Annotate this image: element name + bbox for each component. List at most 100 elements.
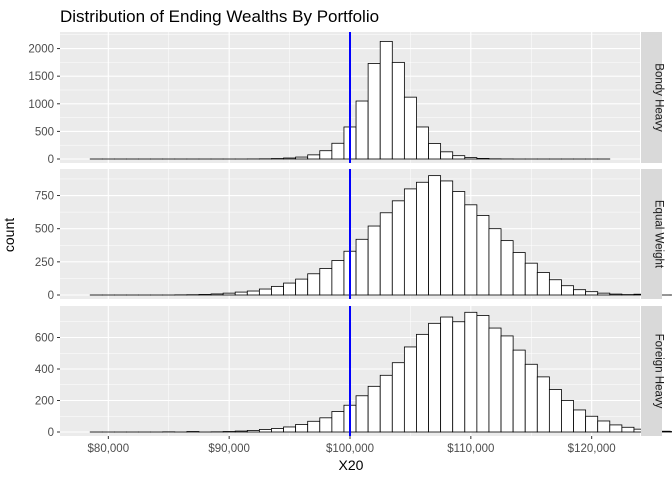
histogram-bar [296, 424, 308, 432]
facet-panel: 0 500 1000 1500 2000 Bondy Heavy [28, 32, 664, 166]
histogram-bar [332, 261, 344, 295]
facet-panel: 0 200 400 600 Foreign Heavy [35, 306, 672, 439]
histogram-bar [501, 241, 513, 295]
histogram-bar [610, 425, 622, 432]
histogram-bar [477, 158, 489, 159]
x-axis: $80,000 $90,000 $100,000 $110,000 $120,000 [88, 436, 616, 455]
histogram-bar [525, 364, 537, 432]
histogram-bar [429, 176, 441, 295]
histogram-bar [380, 41, 392, 159]
histogram-bar [489, 229, 501, 295]
facet-strip-label: Foreign Heavy [653, 334, 665, 409]
histogram-bar [356, 239, 368, 295]
x-axis-label: X20 [339, 457, 364, 473]
histogram-bar [598, 421, 610, 432]
histogram-bar [211, 294, 223, 295]
y-axis-label: count [1, 218, 17, 252]
histogram-bar [392, 363, 404, 432]
histogram-bar [308, 155, 320, 159]
histogram-bar [416, 334, 428, 432]
histogram-bar [296, 157, 308, 159]
y-tick-label: 0 [48, 427, 54, 439]
facet-strip-label: Equal Weight [653, 200, 665, 269]
histogram-bar [271, 429, 283, 432]
histogram-bar [598, 293, 610, 295]
histogram-bar [404, 189, 416, 295]
histogram-bar [320, 268, 332, 295]
histogram-bar [537, 377, 549, 432]
histogram-bar [537, 272, 549, 295]
histogram-bar [223, 293, 235, 295]
histogram-bar [308, 421, 320, 432]
histogram-bar [284, 158, 296, 159]
histogram-bar [574, 410, 586, 432]
x-tick-label: $110,000 [447, 443, 494, 455]
y-tick-label: 600 [35, 333, 54, 345]
x-tick-label: $80,000 [88, 443, 130, 455]
histogram-bar [235, 431, 247, 432]
histogram-bar [368, 226, 380, 295]
x-tick-label: $120,000 [568, 443, 616, 455]
histogram-bar [332, 143, 344, 159]
histogram-bar [441, 152, 453, 159]
histogram-bar [477, 315, 489, 432]
histogram-bar [284, 283, 296, 295]
histogram-bar [465, 312, 477, 432]
histogram-bar [561, 401, 573, 433]
histogram-bar [380, 213, 392, 295]
histogram-bar [465, 205, 477, 295]
histogram-bar [586, 416, 598, 432]
histogram-bar [235, 292, 247, 295]
facet-strip-label: Bondy Heavy [653, 63, 665, 132]
histogram-bar [247, 291, 259, 295]
y-tick-label: 1500 [28, 71, 54, 83]
histogram-bar [549, 280, 561, 295]
histogram-bar [622, 427, 634, 432]
histogram-bar [392, 62, 404, 159]
y-tick-label: 750 [35, 191, 54, 203]
histogram-bar [429, 144, 441, 159]
histogram-bar [561, 286, 573, 295]
histogram-bar [320, 418, 332, 432]
histogram-bar [259, 429, 271, 432]
histogram-bar [416, 127, 428, 159]
y-tick-label: 1000 [28, 99, 54, 111]
histogram-bar [332, 412, 344, 432]
histogram-bar [380, 375, 392, 432]
histogram-bar [489, 328, 501, 432]
y-tick-label: 500 [35, 224, 54, 236]
histogram-bar [441, 317, 453, 432]
y-tick-label: 0 [48, 154, 54, 166]
histogram-bar [308, 274, 320, 295]
histogram-bar [477, 215, 489, 295]
histogram-bar [525, 263, 537, 295]
y-tick-label: 250 [35, 257, 54, 269]
y-tick-label: 400 [35, 364, 54, 376]
histogram-bar [259, 289, 271, 295]
x-tick-label: $100,000 [326, 443, 374, 455]
histogram-bar [574, 290, 586, 295]
y-tick-label: 2000 [28, 44, 54, 56]
histogram-bar [453, 192, 465, 295]
histogram-bar [416, 182, 428, 295]
y-tick-label: 0 [48, 290, 54, 302]
y-tick-label: 200 [35, 396, 54, 408]
histogram-bar [501, 336, 513, 432]
histogram-bar [368, 63, 380, 159]
histogram-bar [453, 156, 465, 159]
histogram-bar [513, 253, 525, 295]
y-tick-label: 500 [35, 126, 54, 138]
histogram-bar [513, 350, 525, 432]
histogram-bar [453, 322, 465, 432]
histogram-bar [271, 286, 283, 295]
histogram-bar [441, 181, 453, 295]
x-tick-label: $90,000 [208, 443, 250, 455]
facet-panel: 0 250 500 750 Equal Weight [35, 169, 672, 302]
histogram-bar [549, 389, 561, 432]
histogram-bar [199, 294, 211, 295]
histogram-bar [247, 430, 259, 432]
histogram-bar [429, 323, 441, 432]
